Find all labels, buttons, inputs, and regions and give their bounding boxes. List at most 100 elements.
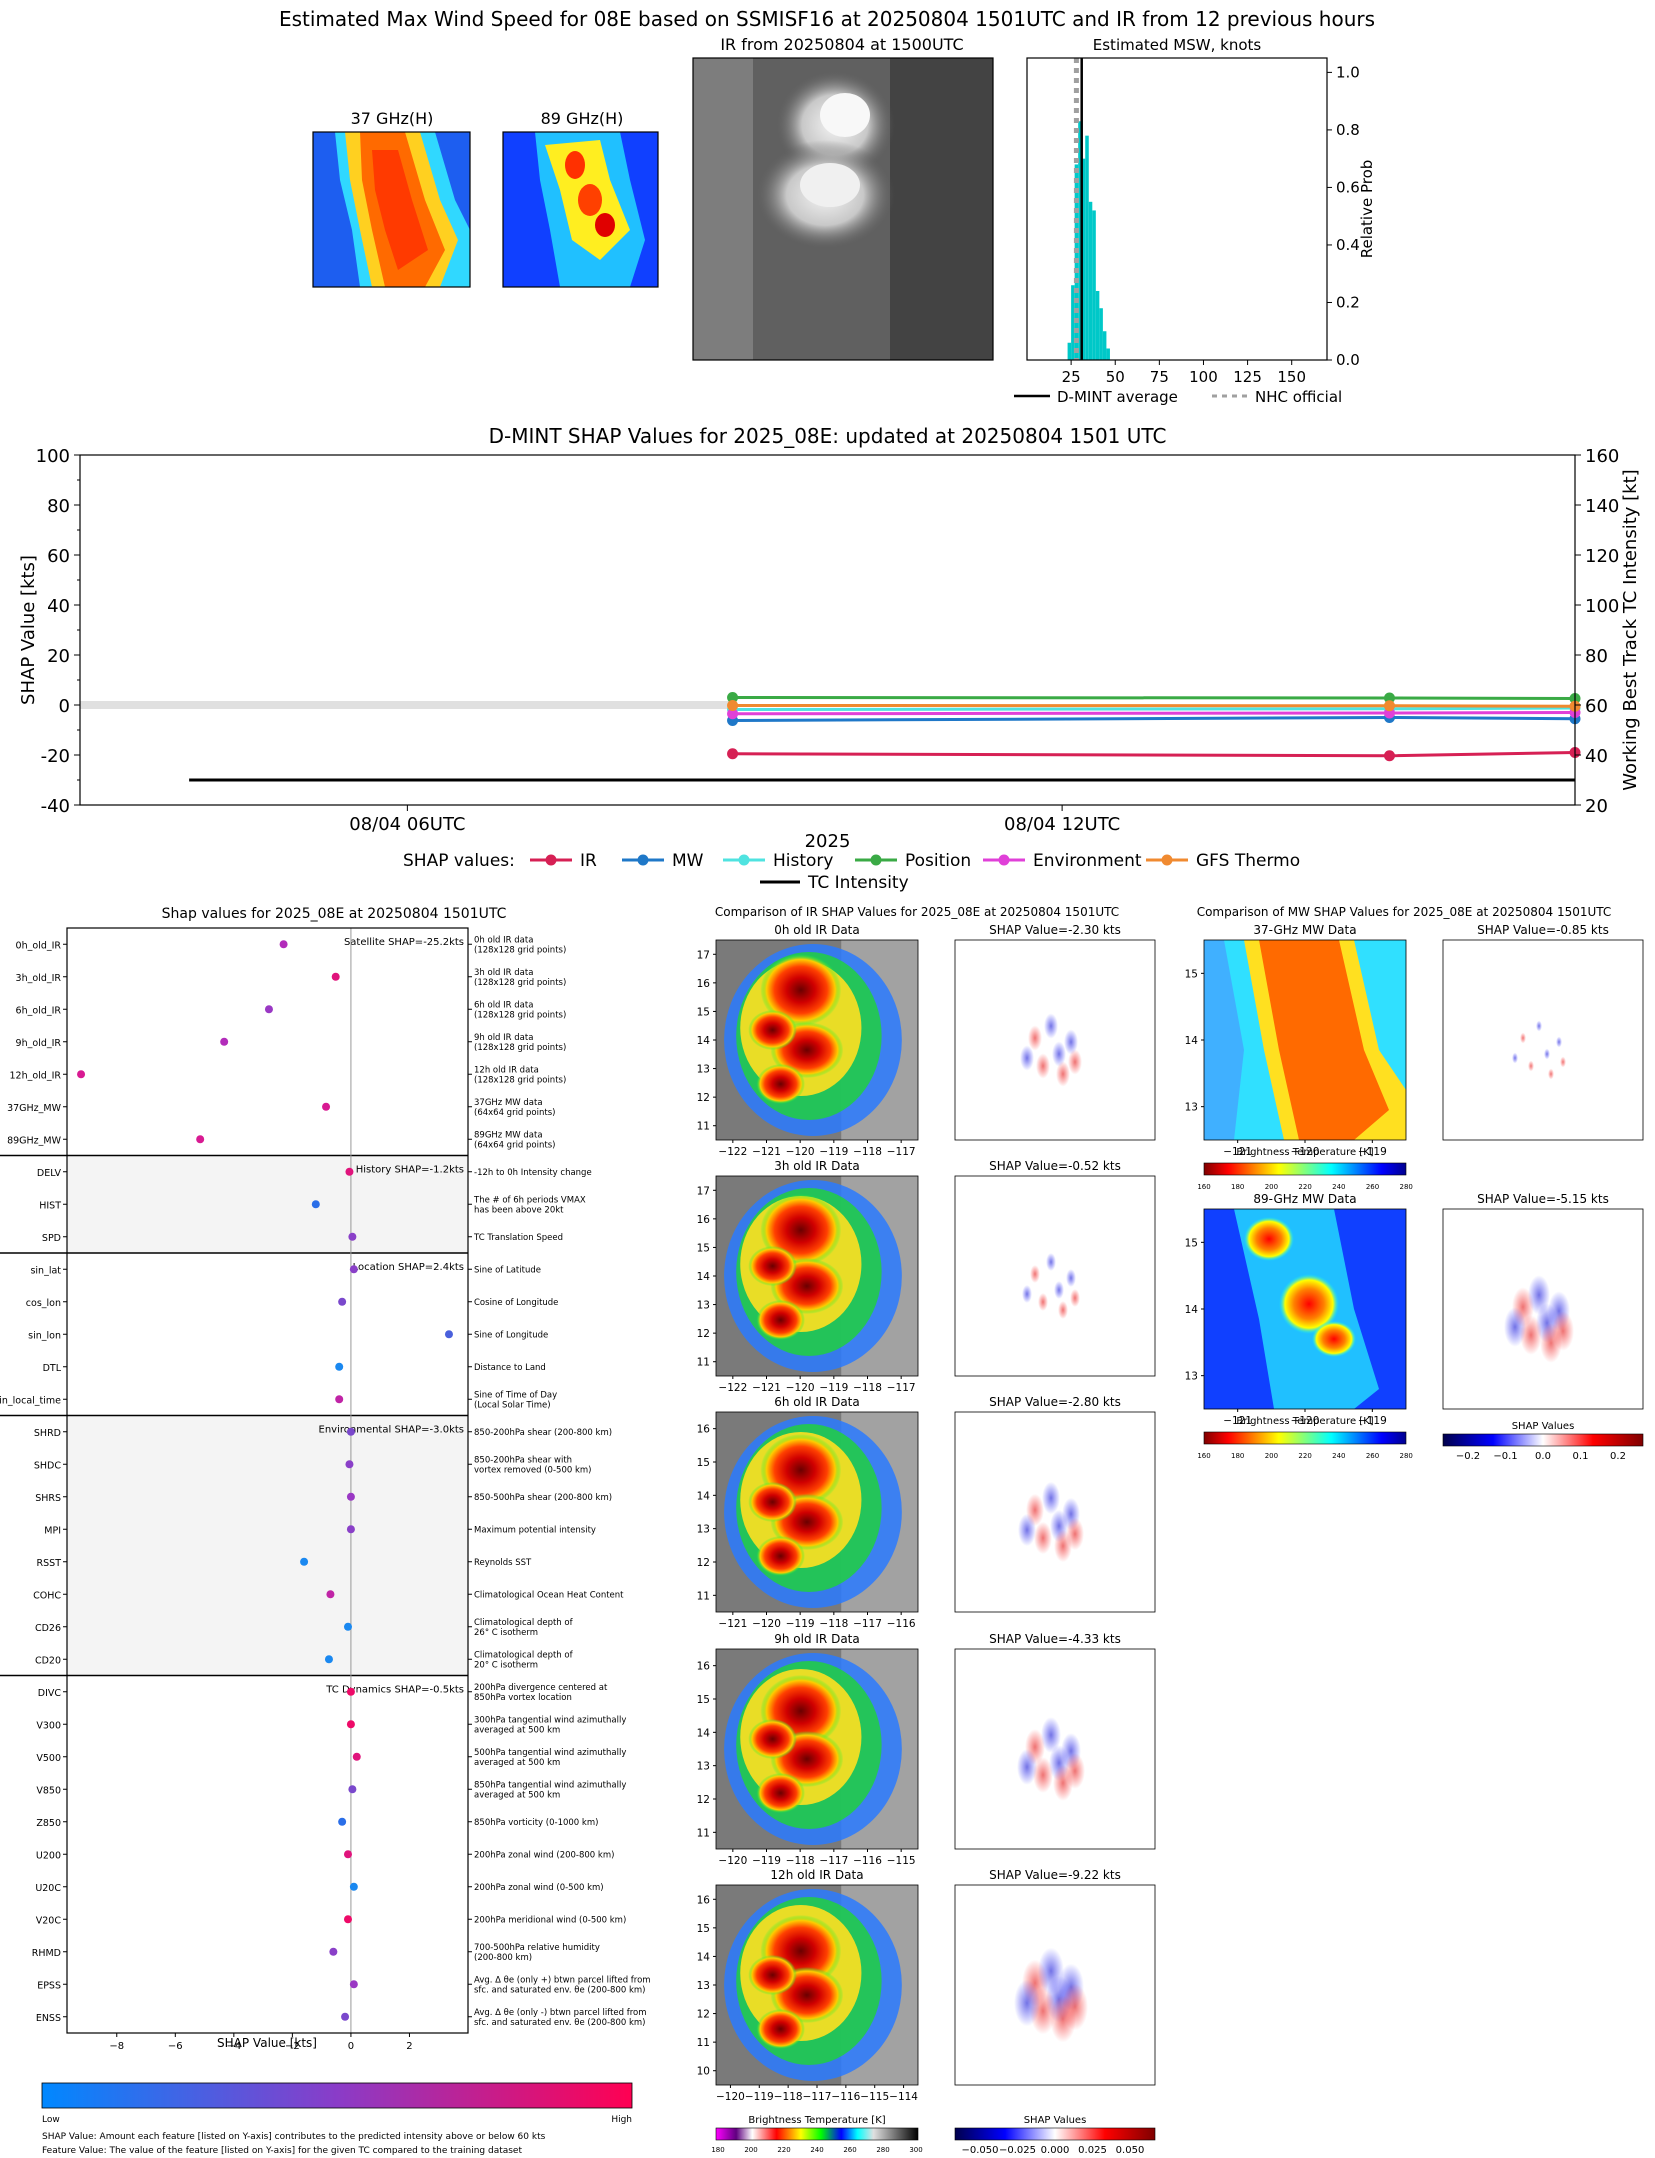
mw-cbar-tick: 160	[1197, 1183, 1210, 1191]
feature-xtick-label: −6	[168, 2041, 183, 2052]
mw-shap-cbar-tick: −0.1	[1493, 1451, 1517, 1462]
series-line-history	[732, 706, 1576, 711]
shap-blob	[1065, 1753, 1085, 1789]
ir-shap-cbar-tick: −0.025	[999, 2145, 1036, 2156]
feature-desc: Reynolds SST	[474, 1558, 532, 1568]
ir-cbar-tick: 260	[843, 2146, 856, 2154]
shap-blob	[1548, 1068, 1554, 1080]
shap-blob	[1056, 1061, 1070, 1087]
ir-cbar-tick: 300	[909, 2146, 922, 2154]
ir-cloud-core	[748, 1246, 797, 1286]
map-xtick-label: −121	[1223, 1415, 1252, 1427]
feature-point	[324, 1655, 333, 1664]
thumb-37-image	[312, 131, 471, 288]
feature-name: CD20	[35, 1655, 61, 1666]
ir-panel-title: 6h old IR Data	[774, 1395, 860, 1409]
series-point-ir	[727, 748, 739, 760]
legend-label-history: History	[773, 851, 833, 871]
map-xtick-label: −121	[752, 1382, 781, 1394]
feature-name: SHRD	[34, 1428, 61, 1439]
ts-ylabel: SHAP Value [kts]	[18, 555, 39, 705]
msw-histogram: Estimated MSW, knots 25 50 75 100 125 150 0.0 0.…	[1026, 36, 1376, 386]
feature-point	[335, 1362, 344, 1371]
feature-desc: 26° C isotherm	[474, 1628, 538, 1638]
ir-image	[692, 57, 994, 361]
shap-blob	[1544, 1048, 1550, 1060]
map-ytick-label: 14	[1185, 1035, 1199, 1047]
shap-panel-frame	[954, 939, 1156, 1141]
shap-blob	[1052, 1041, 1066, 1067]
feature-name: HIST	[39, 1200, 61, 1211]
shap-blob	[1070, 1289, 1080, 1307]
legend-label-tc-intensity: TC Intensity	[807, 873, 909, 893]
feature-point	[346, 1720, 355, 1729]
map-ytick-label: 17	[697, 1185, 710, 1197]
feature-name: SHRS	[35, 1493, 61, 1504]
feature-point	[345, 1167, 354, 1176]
ir-cloud-core	[756, 2009, 805, 2049]
feature-point	[300, 1557, 309, 1566]
hist-xtick-label: 150	[1277, 368, 1306, 386]
ir-shap-title: SHAP Value=-9.22 kts	[989, 1868, 1121, 1882]
mw-cbar	[1203, 1431, 1407, 1445]
ts-legend-prefix: SHAP values:	[403, 851, 515, 871]
map-ytick-label: 16	[697, 1894, 711, 1906]
ir-cloud-core	[756, 1536, 805, 1576]
feature-desc: 12h old IR data	[474, 1065, 539, 1075]
feature-name: CD26	[35, 1623, 61, 1634]
map-ytick-label: 11	[697, 1827, 710, 1839]
group-label: TC Dynamics SHAP=-0.5kts	[325, 1685, 464, 1696]
shap-panel-bg	[955, 940, 1155, 1140]
mw-shap-comparison: Comparison of MW SHAP Values for 2025_08…	[1185, 905, 1644, 1462]
mw-cbar-tick: 160	[1197, 1452, 1210, 1460]
map-ytick-label: 13	[697, 1761, 710, 1773]
feature-desc: 0h old IR data	[474, 935, 533, 945]
map-ytick-label: 14	[697, 1727, 711, 1739]
feature-point	[346, 1427, 355, 1436]
feature-desc: Distance to Land	[474, 1363, 546, 1373]
mw-panel-title: 37-GHz MW Data	[1253, 923, 1356, 937]
feature-desc: (128x128 grid points)	[474, 978, 566, 988]
group-label: Satellite SHAP=-25.2kts	[344, 937, 464, 948]
shap-blob	[1536, 1020, 1542, 1032]
map-ytick-label: 12	[697, 2009, 710, 2021]
feature-point	[346, 1492, 355, 1501]
ir-panel-frame	[715, 1411, 919, 1613]
shap-panel-frame	[954, 1884, 1156, 2086]
feature-name: U20C	[35, 1883, 61, 1894]
mw-panel-title: 89-GHz MW Data	[1253, 1192, 1356, 1206]
map-ytick-label: 15	[1185, 968, 1198, 980]
feature-desc: TC Translation Speed	[473, 1233, 563, 1243]
feature-name: COHC	[33, 1590, 61, 1601]
map-ytick-label: 15	[1185, 1237, 1198, 1249]
map-xtick-label: −120	[786, 1382, 815, 1394]
shap-blob	[1030, 1265, 1040, 1283]
feature-desc: sfc. and saturated env. θe (200-800 km)	[474, 1985, 646, 1995]
series-point-ir	[1383, 750, 1395, 762]
map-xtick-label: −119	[752, 1855, 781, 1867]
map-ytick-label: 11	[697, 1357, 710, 1369]
hist-ytick-label: 0.4	[1336, 236, 1360, 254]
mw-shap-title: SHAP Value=-0.85 kts	[1477, 923, 1609, 937]
ir-shap-title: SHAP Value=-4.33 kts	[989, 1632, 1121, 1646]
mw-cbar-tick: 260	[1366, 1452, 1379, 1460]
map-ytick-label: 17	[697, 949, 710, 961]
mw-cool-edge	[1204, 940, 1244, 1140]
shap-panel-bg	[955, 1176, 1155, 1376]
map-ytick-label: 16	[697, 1661, 711, 1673]
feature-name: V500	[36, 1753, 61, 1764]
features-frame	[66, 927, 469, 2034]
map-ytick-label: 13	[697, 1980, 710, 1992]
ir-comparison-title: Comparison of IR SHAP Values for 2025_08…	[715, 905, 1119, 919]
ir-shap-cbar-tick: 0.000	[1041, 2145, 1070, 2156]
map-xtick-label: −118	[853, 1382, 882, 1394]
feature-desc: Avg. Δ θe (only +) btwn parcel lifted fr…	[474, 1975, 651, 1985]
feature-desc: Climatological depth of	[474, 1650, 574, 1660]
map-ytick-label: 14	[1185, 1304, 1199, 1316]
shap-blob	[1552, 1311, 1574, 1351]
mw-hot-band	[1259, 940, 1389, 1140]
feature-point	[444, 1330, 453, 1339]
legend-marker-position	[870, 854, 882, 866]
feature-point	[335, 1395, 344, 1404]
feature-desc: 300hPa tangential wind azimuthally	[474, 1715, 626, 1725]
